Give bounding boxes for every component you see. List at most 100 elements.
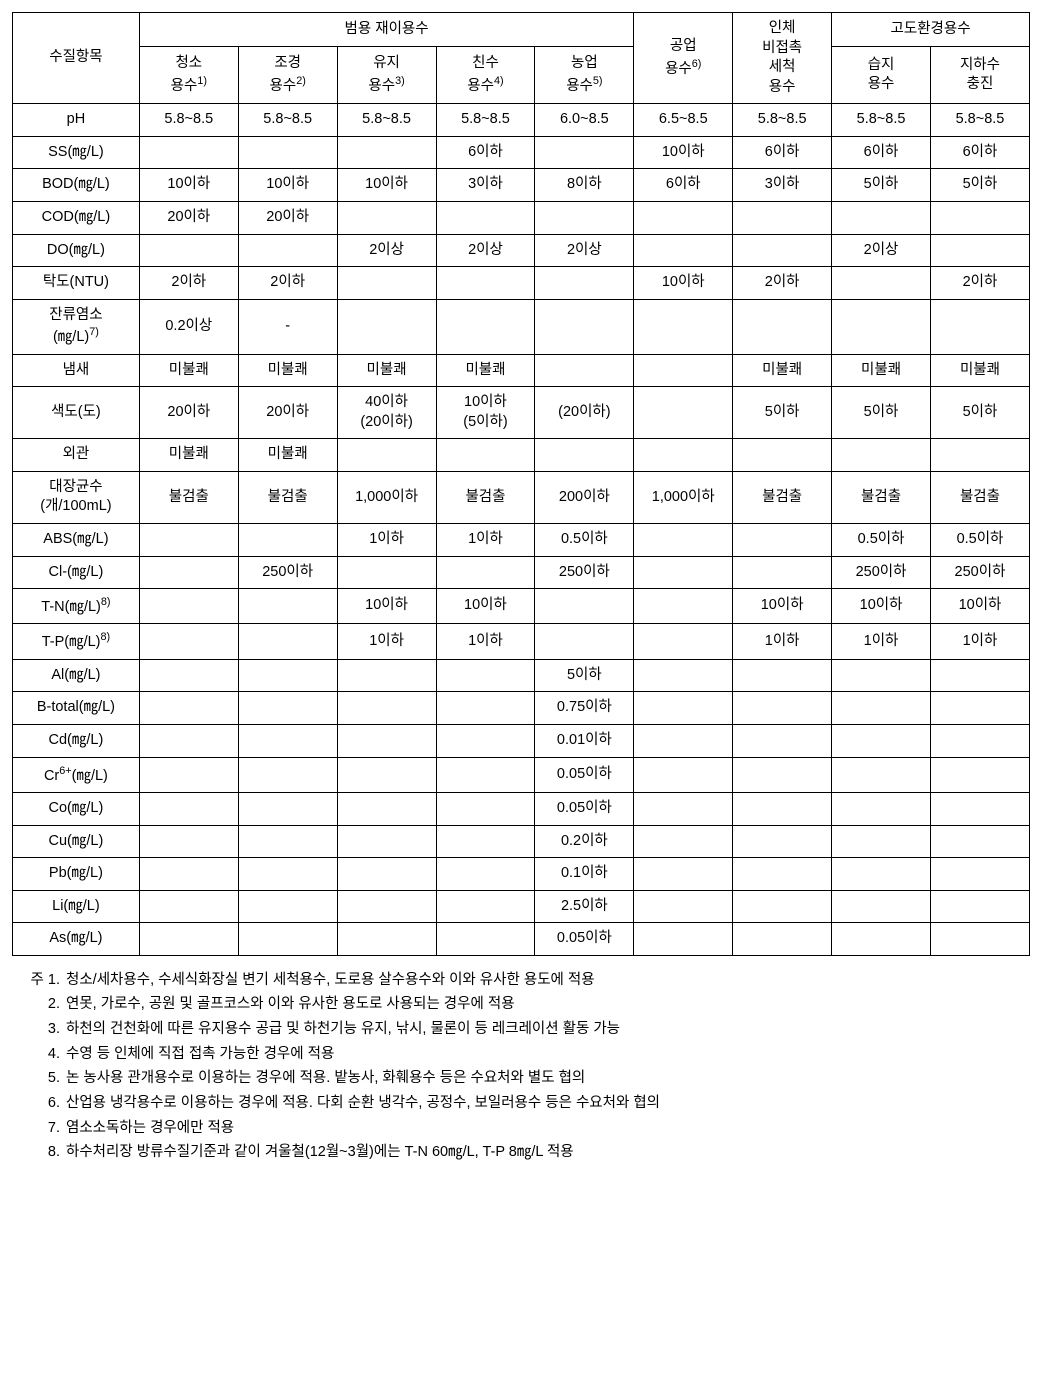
cell	[733, 692, 832, 725]
cell	[337, 556, 436, 589]
cell: 10이하	[832, 589, 931, 624]
table-row: B-total(㎎/L)0.75이하	[13, 692, 1030, 725]
cell	[436, 858, 535, 891]
cell	[832, 659, 931, 692]
footnote-line: 5.논 농사용 관개용수로 이용하는 경우에 적용. 밭농사, 화훼용수 등은 …	[12, 1066, 1030, 1091]
cell	[436, 692, 535, 725]
row-param: Cu(㎎/L)	[13, 825, 140, 858]
cell: 0.05이하	[535, 757, 634, 792]
cell: 0.01이하	[535, 724, 634, 757]
footnote-line: 8.하수처리장 방류수질기준과 같이 겨울철(12월~3월)에는 T-N 60㎎…	[12, 1140, 1030, 1165]
cell	[733, 299, 832, 354]
footnote-label: 3.	[12, 1017, 66, 1042]
table-row: COD(㎎/L)20이하20이하	[13, 201, 1030, 234]
cell	[634, 757, 733, 792]
cell: 2.5이하	[535, 890, 634, 923]
cell	[930, 923, 1029, 956]
cell	[436, 659, 535, 692]
cell: 1이하	[337, 624, 436, 659]
cell: 0.2이상	[139, 299, 238, 354]
table-row: Pb(㎎/L)0.1이하	[13, 858, 1030, 891]
cell	[733, 858, 832, 891]
cell	[337, 659, 436, 692]
cell: 5이하	[832, 387, 931, 439]
table-row: 잔류염소(㎎/L)7)0.2이상-	[13, 299, 1030, 354]
footnote-label: 주 1.	[12, 968, 66, 993]
cell	[337, 757, 436, 792]
footnote-text: 연못, 가로수, 공원 및 골프코스와 이와 유사한 용도로 사용되는 경우에 …	[66, 992, 1030, 1017]
footnote-line: 6.산업용 냉각용수로 이용하는 경우에 적용. 다회 순환 냉각수, 공정수,…	[12, 1091, 1030, 1116]
cell: 불검출	[238, 471, 337, 523]
cell	[139, 757, 238, 792]
row-param: 색도(도)	[13, 387, 140, 439]
cell: 미불쾌	[733, 354, 832, 387]
cell	[930, 724, 1029, 757]
cell: 3이하	[733, 169, 832, 202]
cell: 2이상	[436, 234, 535, 267]
cell: 미불쾌	[436, 354, 535, 387]
row-param: Al(㎎/L)	[13, 659, 140, 692]
table-row: 색도(도)20이하20이하40이하(20이하)10이하(5이하)(20이하)5이…	[13, 387, 1030, 439]
cell	[634, 354, 733, 387]
cell	[139, 858, 238, 891]
cell: 5.8~8.5	[832, 104, 931, 137]
cell	[930, 792, 1029, 825]
table-row: pH5.8~8.55.8~8.55.8~8.55.8~8.56.0~8.56.5…	[13, 104, 1030, 137]
footnote-line: 2.연못, 가로수, 공원 및 골프코스와 이와 유사한 용도로 사용되는 경우…	[12, 992, 1030, 1017]
cell	[634, 299, 733, 354]
cell	[337, 792, 436, 825]
cell	[832, 201, 931, 234]
hdr-col-4: 농업용수5)	[535, 46, 634, 103]
cell: 5이하	[535, 659, 634, 692]
row-param: Pb(㎎/L)	[13, 858, 140, 891]
water-quality-table: 수질항목 범용 재이용수 공업 용수6) 인체 비접촉 세척 용수 고도환경용수…	[12, 12, 1030, 956]
hdr-col-1: 조경용수2)	[238, 46, 337, 103]
cell: 250이하	[535, 556, 634, 589]
cell	[832, 692, 931, 725]
footnote-label: 4.	[12, 1042, 66, 1067]
cell: 8이하	[535, 169, 634, 202]
cell	[634, 659, 733, 692]
cell	[930, 201, 1029, 234]
cell: 2이상	[535, 234, 634, 267]
cell	[930, 299, 1029, 354]
cell: 10이하	[337, 589, 436, 624]
cell	[930, 659, 1029, 692]
cell	[832, 757, 931, 792]
cell	[436, 556, 535, 589]
cell	[634, 387, 733, 439]
footnote-line: 4.수영 등 인체에 직접 접촉 가능한 경우에 적용	[12, 1042, 1030, 1067]
cell	[832, 299, 931, 354]
footnote-line: 3.하천의 건천화에 따른 유지용수 공급 및 하천기능 유지, 낚시, 물론이…	[12, 1017, 1030, 1042]
cell: 40이하(20이하)	[337, 387, 436, 439]
cell: 미불쾌	[238, 354, 337, 387]
cell: 200이하	[535, 471, 634, 523]
footnote-text: 하천의 건천화에 따른 유지용수 공급 및 하천기능 유지, 낚시, 물론이 등…	[66, 1017, 1030, 1042]
cell	[238, 136, 337, 169]
cell	[832, 792, 931, 825]
cell: 250이하	[238, 556, 337, 589]
row-param: 탁도(NTU)	[13, 267, 140, 300]
footnote-text: 청소/세차용수, 수세식화장실 변기 세척용수, 도로용 살수용수와 이와 유사…	[66, 968, 1030, 993]
cell: 6.5~8.5	[634, 104, 733, 137]
cell	[139, 234, 238, 267]
cell	[337, 923, 436, 956]
cell	[634, 556, 733, 589]
cell: 불검출	[139, 471, 238, 523]
hdr-adv2: 지하수충진	[930, 46, 1029, 103]
row-param: Cr6+(㎎/L)	[13, 757, 140, 792]
cell	[733, 523, 832, 556]
cell: 미불쾌	[930, 354, 1029, 387]
table-row: T-P(㎎/L)8)1이하1이하1이하1이하1이하	[13, 624, 1030, 659]
cell: 2이하	[139, 267, 238, 300]
cell	[139, 659, 238, 692]
cell: 2이하	[930, 267, 1029, 300]
cell	[139, 792, 238, 825]
row-param: DO(㎎/L)	[13, 234, 140, 267]
cell	[337, 825, 436, 858]
table-row: ABS(㎎/L)1이하1이하0.5이하0.5이하0.5이하	[13, 523, 1030, 556]
cell: 20이하	[139, 201, 238, 234]
footnote-label: 8.	[12, 1140, 66, 1165]
cell	[436, 267, 535, 300]
cell	[436, 890, 535, 923]
